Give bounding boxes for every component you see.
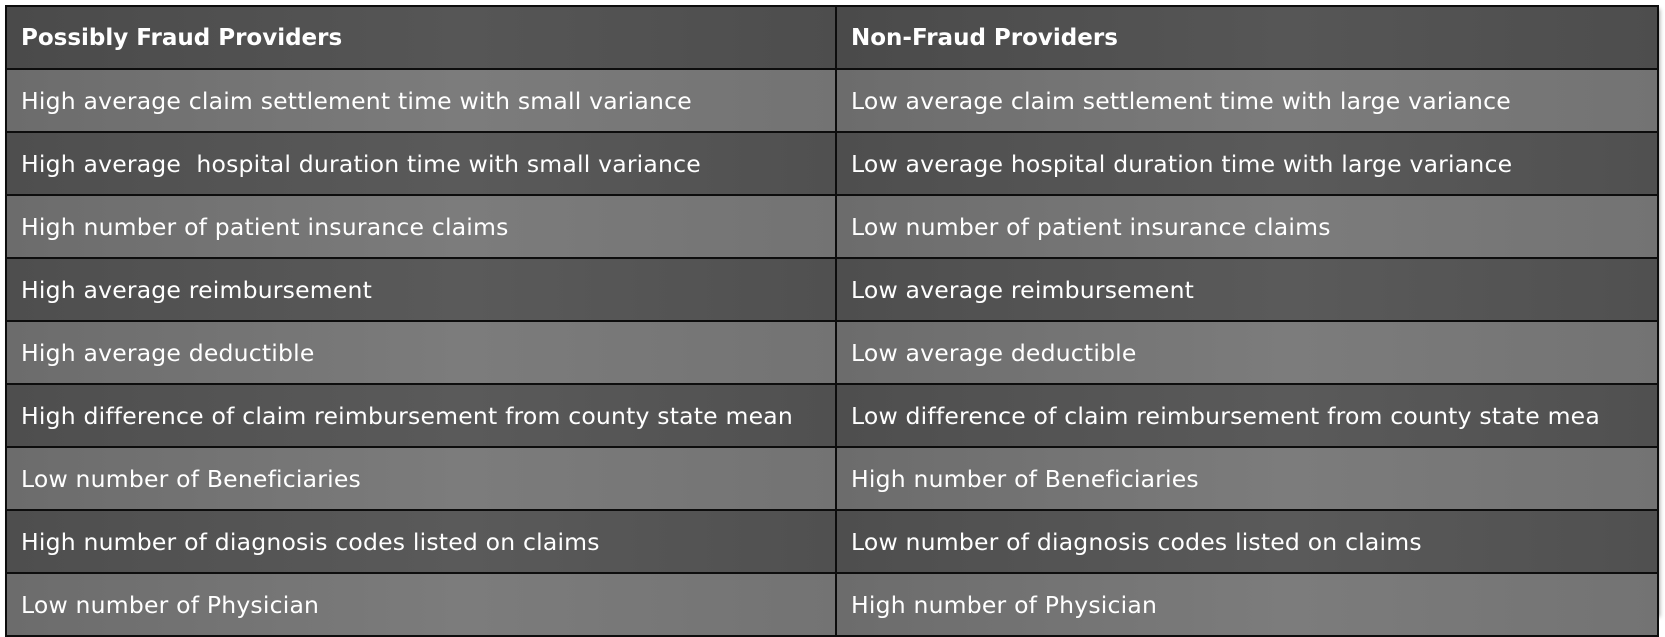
non-fraud-cell: Low number of patient insurance claims [836,195,1658,258]
fraud-cell: High number of diagnosis codes listed on… [6,510,836,573]
table-row: High average deductible Low average dedu… [6,321,1658,384]
fraud-cell: High average deductible [6,321,836,384]
fraud-cell: Low number of Beneficiaries [6,447,836,510]
non-fraud-cell: Low difference of claim reimbursement fr… [836,384,1658,447]
header-possibly-fraud: Possibly Fraud Providers [6,6,836,69]
table-row: High difference of claim reimbursement f… [6,384,1658,447]
table-row: High average claim settlement time with … [6,69,1658,132]
fraud-cell: High average reimbursement [6,258,836,321]
fraud-cell: High number of patient insurance claims [6,195,836,258]
table-row: High average hospital duration time with… [6,132,1658,195]
fraud-cell: High average hospital duration time with… [6,132,836,195]
header-row: Possibly Fraud Providers Non-Fraud Provi… [6,6,1658,69]
provider-comparison-table: Possibly Fraud Providers Non-Fraud Provi… [5,5,1659,637]
fraud-cell: High average claim settlement time with … [6,69,836,132]
table-row: High number of diagnosis codes listed on… [6,510,1658,573]
header-non-fraud: Non-Fraud Providers [836,6,1658,69]
non-fraud-cell: High number of Beneficiaries [836,447,1658,510]
table-row: High average reimbursement Low average r… [6,258,1658,321]
non-fraud-cell: Low number of diagnosis codes listed on … [836,510,1658,573]
non-fraud-cell: Low average deductible [836,321,1658,384]
table-row: High number of patient insurance claims … [6,195,1658,258]
non-fraud-cell: Low average reimbursement [836,258,1658,321]
comparison-table-container: Possibly Fraud Providers Non-Fraud Provi… [5,5,1657,613]
fraud-cell: High difference of claim reimbursement f… [6,384,836,447]
table-row: Low number of Beneficiaries High number … [6,447,1658,510]
non-fraud-cell: Low average hospital duration time with … [836,132,1658,195]
non-fraud-cell: Low average claim settlement time with l… [836,69,1658,132]
